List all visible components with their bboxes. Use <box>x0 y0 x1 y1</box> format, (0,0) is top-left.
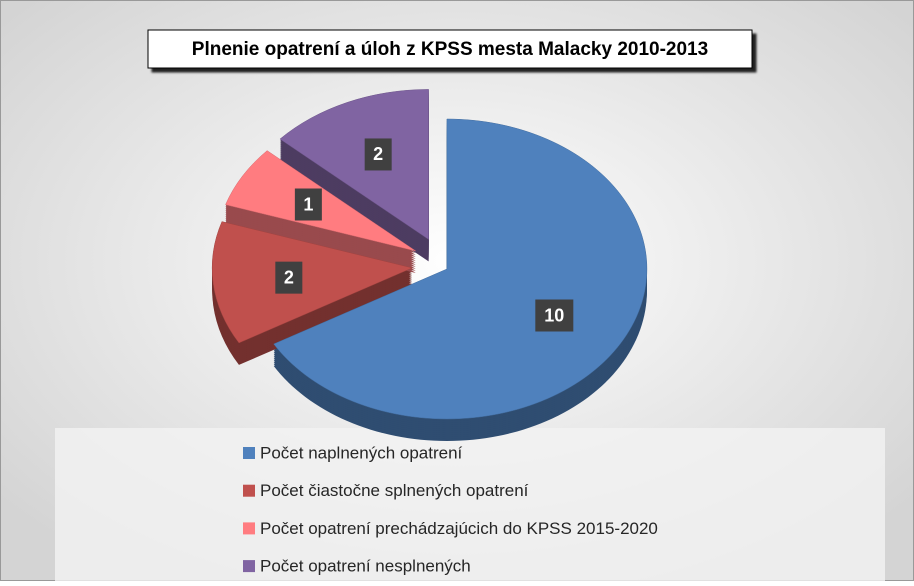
legend-label: Počet opatrení prechádzajúcich do KPSS 2… <box>260 519 658 538</box>
data-label-box <box>535 299 574 332</box>
legend-label: Počet naplnených opatrení <box>260 443 463 462</box>
legend-swatch <box>243 447 255 459</box>
legend-panel <box>55 428 885 581</box>
slice <box>211 221 413 344</box>
data-label-box <box>275 261 303 294</box>
chart-title: Plnenie opatrení a úloh z KPSS mesta Mal… <box>192 39 708 60</box>
legend-swatch <box>243 560 255 573</box>
legend: Počet naplnených opatrení Počet čiastočne… <box>243 443 658 576</box>
slice <box>273 118 648 420</box>
legend-swatch <box>243 522 255 535</box>
data-label-box <box>294 188 322 221</box>
legend-label: Počet opatrení nesplnených <box>260 557 471 576</box>
legend-swatch <box>243 484 255 497</box>
data-label: 1 <box>303 194 313 214</box>
data-label: 2 <box>373 144 383 164</box>
data-label-box <box>364 138 392 171</box>
title-box <box>147 29 753 69</box>
data-label: 10 <box>544 305 564 325</box>
pie: 10 2 1 2 <box>211 89 648 441</box>
legend-label: Počet čiastočne splnených opatrení <box>260 481 529 500</box>
slice <box>279 89 429 240</box>
data-label: 2 <box>284 267 294 287</box>
